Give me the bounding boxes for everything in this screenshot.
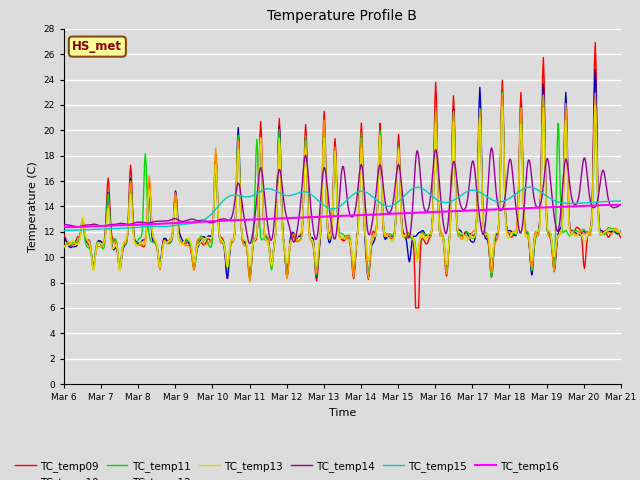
Line: TC_temp16: TC_temp16	[64, 205, 621, 227]
TC_temp09	[410, 251, 418, 256]
TC_temp13	[411, 242, 419, 248]
TC_temp15	[410, 185, 418, 191]
TC_temp13	[617, 231, 625, 237]
TC_temp13	[591, 102, 599, 108]
TC_temp09	[412, 305, 419, 311]
TC_temp13	[60, 243, 68, 249]
TC_temp16	[60, 224, 68, 230]
Line: TC_temp13: TC_temp13	[64, 105, 621, 271]
TC_temp09	[184, 240, 192, 245]
TC_temp12	[591, 90, 599, 96]
TC_temp13	[116, 268, 124, 274]
TC_temp15	[70, 228, 78, 233]
TC_temp12	[184, 242, 192, 248]
TC_temp12	[428, 233, 435, 239]
TC_temp15	[426, 192, 434, 197]
TC_temp13	[214, 213, 222, 219]
TC_temp10	[184, 239, 192, 244]
TC_temp11	[127, 186, 135, 192]
TC_temp09	[617, 235, 625, 240]
Title: Temperature Profile B: Temperature Profile B	[268, 10, 417, 24]
TC_temp14	[184, 217, 192, 223]
TC_temp16	[127, 222, 135, 228]
TC_temp09	[70, 242, 78, 248]
Legend: TC_temp09, TC_temp10, TC_temp11, TC_temp12, TC_temp13, TC_temp14, TC_temp15, TC_: TC_temp09, TC_temp10, TC_temp11, TC_temp…	[10, 456, 563, 480]
Line: TC_temp09: TC_temp09	[64, 43, 621, 308]
TC_temp15	[184, 221, 192, 227]
TC_temp09	[127, 171, 135, 177]
TC_temp12	[60, 244, 68, 250]
TC_temp16	[184, 220, 192, 226]
TC_temp09	[214, 194, 221, 200]
TC_temp14	[428, 189, 435, 195]
TC_temp13	[70, 239, 78, 244]
TC_temp15	[525, 184, 533, 190]
TC_temp14	[70, 223, 78, 229]
TC_temp10	[60, 235, 68, 240]
TC_temp11	[428, 229, 435, 235]
TC_temp12	[214, 182, 221, 188]
Y-axis label: Temperature (C): Temperature (C)	[28, 161, 38, 252]
Line: TC_temp12: TC_temp12	[64, 93, 621, 281]
Line: TC_temp10: TC_temp10	[64, 69, 621, 278]
TC_temp13	[128, 213, 136, 218]
TC_temp10	[428, 231, 435, 237]
TC_temp11	[499, 89, 506, 95]
Line: TC_temp15: TC_temp15	[64, 187, 621, 230]
TC_temp10	[127, 184, 135, 190]
TC_temp14	[127, 221, 135, 227]
TC_temp12	[127, 186, 135, 192]
TC_temp11	[60, 245, 68, 251]
TC_temp10	[591, 66, 599, 72]
TC_temp16	[426, 209, 434, 215]
TC_temp16	[214, 218, 221, 224]
Line: TC_temp11: TC_temp11	[64, 92, 621, 279]
TC_temp14	[60, 221, 68, 227]
TC_temp15	[127, 225, 135, 231]
TC_temp16	[617, 202, 625, 208]
TC_temp13	[428, 229, 435, 235]
TC_temp14	[411, 169, 419, 175]
Text: HS_met: HS_met	[72, 40, 122, 53]
TC_temp11	[70, 240, 78, 246]
TC_temp12	[246, 278, 253, 284]
TC_temp11	[214, 186, 221, 192]
TC_temp15	[214, 204, 221, 210]
TC_temp14	[617, 203, 625, 208]
TC_temp14	[214, 218, 221, 224]
TC_temp11	[411, 239, 419, 244]
TC_temp10	[617, 228, 625, 234]
TC_temp16	[70, 224, 78, 230]
TC_temp16	[410, 210, 418, 216]
TC_temp11	[246, 276, 253, 282]
TC_temp11	[184, 238, 192, 244]
TC_temp12	[411, 242, 419, 248]
TC_temp09	[591, 40, 599, 46]
TC_temp10	[223, 276, 231, 281]
X-axis label: Time: Time	[329, 408, 356, 418]
TC_temp11	[617, 229, 625, 235]
TC_temp12	[617, 229, 625, 235]
TC_temp15	[617, 198, 625, 204]
Line: TC_temp14: TC_temp14	[64, 148, 621, 244]
TC_temp13	[185, 236, 193, 241]
TC_temp10	[214, 187, 221, 192]
TC_temp14	[246, 241, 253, 247]
TC_temp12	[70, 243, 78, 249]
TC_temp09	[428, 231, 435, 237]
TC_temp15	[60, 228, 68, 233]
TC_temp10	[411, 233, 419, 239]
TC_temp09	[60, 232, 68, 238]
TC_temp10	[70, 244, 78, 250]
TC_temp14	[488, 145, 495, 151]
